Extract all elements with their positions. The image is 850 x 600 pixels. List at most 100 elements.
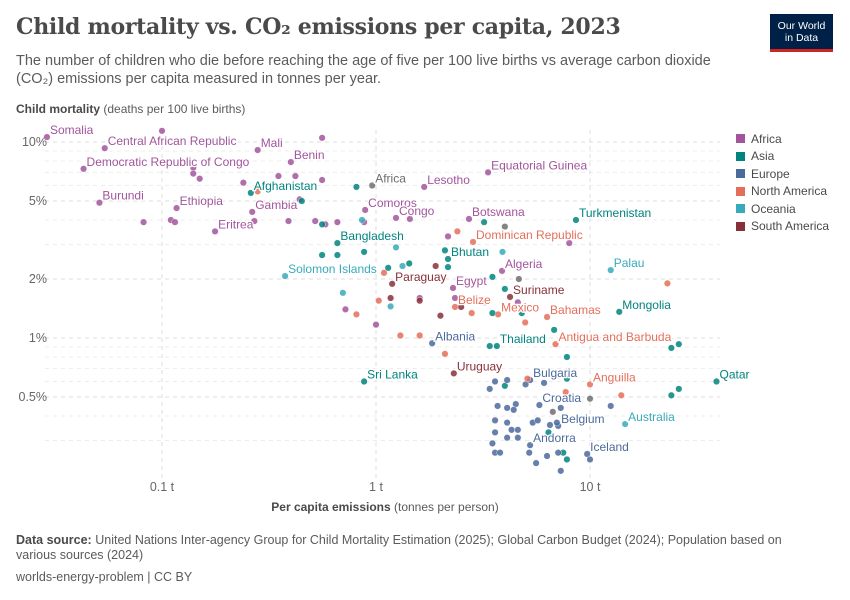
data-point xyxy=(158,127,166,135)
data-point xyxy=(553,419,561,427)
data-point xyxy=(416,297,424,305)
data-point xyxy=(498,248,506,256)
data-point xyxy=(550,326,558,334)
point-label: Paraguay xyxy=(395,270,446,284)
data-point xyxy=(318,251,326,259)
data-point xyxy=(508,426,516,434)
data-point xyxy=(196,175,204,183)
data-point xyxy=(491,416,499,424)
x-tick-label: 1 t xyxy=(369,480,383,494)
data-point xyxy=(441,246,449,254)
data-point xyxy=(375,297,383,305)
legend-swatch xyxy=(736,186,745,196)
data-point xyxy=(453,227,461,235)
data-point xyxy=(675,385,683,393)
y-tick-label: 5% xyxy=(29,194,47,208)
data-point xyxy=(211,227,219,235)
data-point xyxy=(535,401,543,409)
data-point xyxy=(503,434,511,442)
data-point xyxy=(318,176,326,184)
data-point xyxy=(503,376,511,384)
data-point xyxy=(496,449,504,457)
data-point xyxy=(583,450,591,458)
data-point xyxy=(444,263,452,271)
point-label: Ethiopia xyxy=(180,194,224,208)
legend-label: South America xyxy=(751,219,830,234)
data-point xyxy=(532,459,540,467)
legend-item-north-america[interactable]: North America xyxy=(736,183,829,201)
data-point xyxy=(503,404,511,412)
point-label: Afghanistan xyxy=(254,179,317,193)
legend-item-europe[interactable]: Europe xyxy=(736,165,829,183)
data-point xyxy=(563,455,571,463)
data-point xyxy=(341,305,349,313)
legend-swatch xyxy=(736,151,745,161)
data-point xyxy=(248,208,256,216)
point-label: Solomon Islands xyxy=(288,262,377,276)
data-point xyxy=(318,134,326,142)
point-label: Sri Lanka xyxy=(367,367,418,381)
x-tick-label: 10 t xyxy=(580,480,601,494)
legend-item-africa[interactable]: Africa xyxy=(736,130,829,148)
data-point xyxy=(498,267,506,275)
data-point xyxy=(534,416,542,424)
point-label: Equatorial Guinea xyxy=(491,158,587,172)
data-point xyxy=(667,344,675,352)
data-point xyxy=(712,377,720,385)
data-point xyxy=(562,388,570,396)
data-point xyxy=(372,321,380,329)
data-point xyxy=(387,294,395,302)
point-label: Qatar xyxy=(719,367,749,381)
data-point xyxy=(444,255,452,263)
data-point xyxy=(311,217,319,225)
data-point xyxy=(420,183,428,191)
data-point xyxy=(514,434,522,442)
data-point xyxy=(405,259,413,267)
source-text: United Nations Inter-agency Group for Ch… xyxy=(16,533,782,562)
data-point xyxy=(399,262,407,270)
legend-item-asia[interactable]: Asia xyxy=(736,148,829,166)
data-point xyxy=(468,297,476,305)
data-point xyxy=(586,455,594,463)
data-point xyxy=(615,308,623,316)
legend-item-oceania[interactable]: Oceania xyxy=(736,200,829,218)
data-point xyxy=(254,187,262,195)
point-label: Africa xyxy=(375,171,406,185)
data-point xyxy=(515,275,523,283)
data-point xyxy=(565,239,573,247)
y-axis-title-unit: (deaths per 100 live births) xyxy=(103,102,246,116)
data-point xyxy=(396,331,404,339)
legend-item-south-america[interactable]: South America xyxy=(736,218,829,236)
data-point xyxy=(239,179,247,187)
gridlines xyxy=(45,130,720,478)
owid-logo[interactable]: Our World in Data xyxy=(770,14,833,52)
x-axis-title-bold: Per capita emissions xyxy=(271,500,391,514)
data-point xyxy=(80,165,88,173)
data-point xyxy=(488,273,496,281)
point-label: Algeria xyxy=(505,257,543,271)
point-label: Bulgaria xyxy=(533,366,577,380)
point-label: Albania xyxy=(435,329,475,343)
point-label: Turkmenistan xyxy=(579,206,651,220)
legend: Africa Asia Europe North America Oceania Sout… xyxy=(736,130,829,235)
point-label: Somalia xyxy=(50,123,94,137)
data-point xyxy=(510,406,518,414)
data-point xyxy=(503,419,511,427)
data-point xyxy=(388,280,396,288)
license-text: worlds-energy-problem | CC BY xyxy=(16,570,193,584)
data-point xyxy=(360,377,368,385)
legend-label: Asia xyxy=(751,149,775,164)
axis-ticks: 0.5% 1% 2% 5% 10% 0.1 t 1 t 10 t xyxy=(19,135,601,494)
data-point xyxy=(486,342,494,350)
point-label: Egypt xyxy=(456,274,487,288)
data-point xyxy=(545,428,553,436)
data-point xyxy=(318,220,326,228)
y-tick-label: 2% xyxy=(29,272,47,286)
data-point xyxy=(450,369,458,377)
data-point xyxy=(441,350,449,358)
point-label: Thailand xyxy=(500,332,546,346)
data-points xyxy=(43,127,720,475)
data-point xyxy=(523,375,531,383)
point-label: Iceland xyxy=(590,440,629,454)
data-point xyxy=(491,377,499,385)
